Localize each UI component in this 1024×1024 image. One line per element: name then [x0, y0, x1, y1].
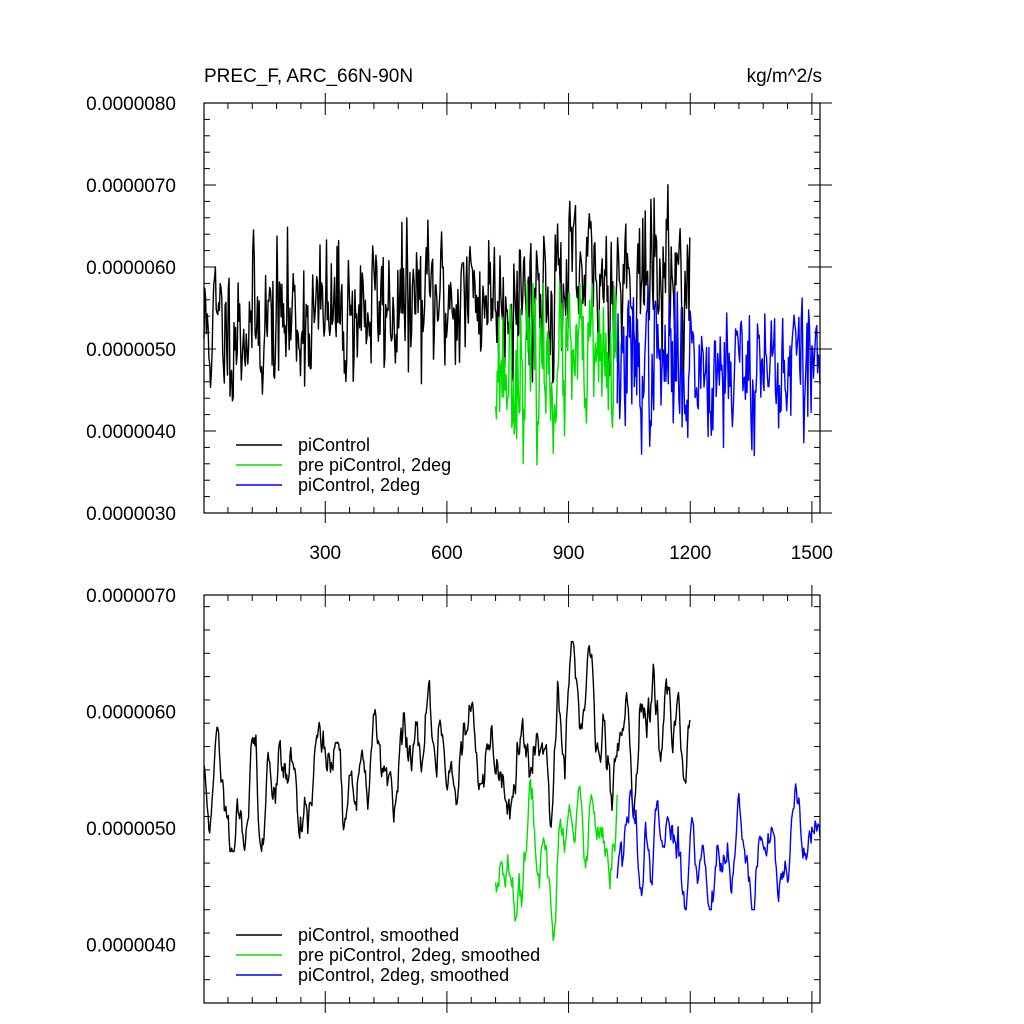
- legend-label: piControl, 2deg: [298, 475, 420, 495]
- y-tick-label: 0.0000030: [86, 504, 176, 525]
- units-label: kg/m^2/s: [747, 66, 822, 87]
- y-tick-label: 0.0000040: [86, 422, 176, 443]
- plot-frame-top: [203, 102, 821, 514]
- panel-top-precipitation: PREC_F, ARC_66N-90N kg/m^2/s 0.00000300.…: [86, 66, 833, 564]
- series-line-pre-picontrol-2deg: [494, 282, 618, 466]
- legend-label: piControl: [298, 435, 370, 455]
- y-tick-label: 0.0000070: [86, 586, 176, 607]
- series-lines-bottom: [203, 640, 821, 941]
- series-line-picontrol-2deg-smoothed: [616, 783, 821, 911]
- x-tick-label: 600: [431, 543, 463, 564]
- y-tick-label: 0.0000050: [86, 819, 176, 840]
- legend-label: pre piControl, 2deg, smoothed: [298, 945, 540, 965]
- series-line-pre-picontrol-2deg-smoothed: [494, 778, 618, 941]
- x-axis-bottom: [227, 585, 813, 1013]
- series-line-picontrol-2deg: [616, 285, 821, 457]
- legend-label: pre piControl, 2deg: [298, 455, 451, 475]
- y-tick-label: 0.0000050: [86, 340, 176, 361]
- y-tick-label: 0.0000060: [86, 258, 176, 279]
- x-axis-top: 300 600 900 1200 1500: [227, 93, 833, 564]
- x-tick-label: 300: [309, 543, 341, 564]
- legend-label: piControl, smoothed: [298, 925, 459, 945]
- legend-label: piControl, 2deg, smoothed: [298, 965, 509, 985]
- y-tick-label: 0.0000040: [86, 936, 176, 957]
- y-tick-label: 0.0000070: [86, 176, 176, 197]
- plot-frame-bottom: [203, 594, 821, 1004]
- panel-bottom-smoothed: 0.0000040 0.0000050 0.0000060 0.0000070 piC…: [86, 585, 821, 1013]
- series-line-picontrol-smoothed: [203, 640, 691, 853]
- y-axis-bottom: 0.0000040 0.0000050 0.0000060 0.0000070: [86, 586, 820, 1004]
- y-tick-label: 0.0000060: [86, 703, 176, 724]
- x-tick-label: 1200: [669, 543, 711, 564]
- x-tick-label: 900: [553, 543, 585, 564]
- chart-title: PREC_F, ARC_66N-90N: [204, 66, 413, 87]
- y-tick-label: 0.0000080: [86, 94, 176, 115]
- x-tick-label: 1500: [791, 543, 833, 564]
- y-axis-top: 0.0000030 0.0000040 0.0000050 0.0000060 0.00…: [86, 94, 832, 525]
- series-lines-top: [203, 184, 821, 466]
